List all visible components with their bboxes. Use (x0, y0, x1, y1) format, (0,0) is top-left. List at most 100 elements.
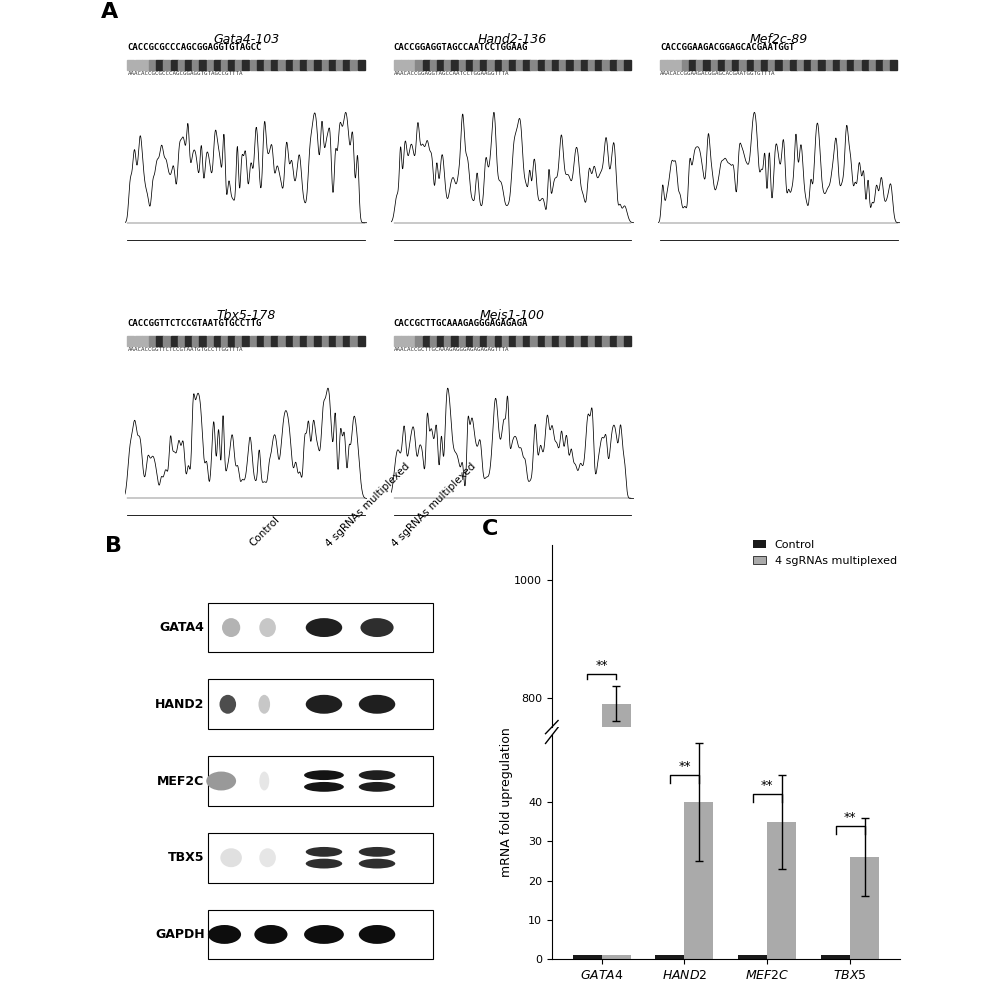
Bar (228, 60, 235, 70)
Bar (466, 336, 473, 346)
Bar (235, 60, 242, 70)
Text: **: ** (595, 659, 608, 672)
Bar (588, 336, 595, 346)
Bar (890, 60, 897, 70)
Bar (833, 60, 840, 70)
Bar (516, 60, 523, 70)
Bar (394, 336, 401, 346)
Ellipse shape (208, 925, 241, 944)
Bar (430, 336, 437, 346)
Text: Tbx5-178: Tbx5-178 (216, 309, 276, 321)
FancyBboxPatch shape (208, 833, 433, 882)
Bar (732, 60, 739, 70)
Bar (156, 336, 163, 346)
Bar (487, 60, 494, 70)
Text: **: ** (678, 760, 691, 772)
Bar (437, 60, 444, 70)
Bar (682, 60, 689, 70)
Bar (602, 703, 631, 989)
Ellipse shape (359, 847, 395, 856)
Bar (655, 955, 684, 959)
Bar (322, 336, 329, 346)
Bar (566, 60, 573, 70)
Bar (473, 336, 480, 346)
Bar (610, 336, 617, 346)
Bar (278, 336, 285, 346)
Bar (257, 60, 264, 70)
Bar (199, 336, 206, 346)
Bar (444, 336, 451, 346)
Bar (192, 60, 199, 70)
Ellipse shape (259, 771, 269, 790)
Bar (401, 336, 408, 346)
Bar (444, 60, 451, 70)
Bar (739, 60, 746, 70)
Bar (876, 60, 883, 70)
Ellipse shape (306, 695, 342, 714)
Bar (336, 336, 343, 346)
Bar (135, 336, 142, 346)
Bar (747, 60, 753, 70)
Bar (602, 955, 631, 959)
Bar (883, 60, 890, 70)
Bar (336, 60, 343, 70)
Bar (480, 60, 487, 70)
Bar (725, 60, 732, 70)
Text: **: ** (761, 779, 774, 792)
Bar (329, 336, 336, 346)
Bar (840, 60, 847, 70)
Bar (696, 60, 703, 70)
Ellipse shape (259, 618, 276, 637)
Bar (783, 60, 789, 70)
Bar (415, 336, 422, 346)
Text: TBX5: TBX5 (168, 852, 205, 864)
Text: **: ** (844, 811, 857, 824)
Bar (574, 60, 581, 70)
Bar (703, 60, 710, 70)
Bar (862, 60, 869, 70)
Bar (300, 60, 307, 70)
FancyBboxPatch shape (208, 679, 433, 729)
Bar (221, 60, 228, 70)
Legend: Control, 4 sgRNAs multiplexed: Control, 4 sgRNAs multiplexed (748, 536, 901, 570)
Bar (502, 60, 509, 70)
Text: GAPDH: GAPDH (155, 928, 205, 941)
Text: C: C (482, 519, 499, 539)
Bar (660, 60, 667, 70)
Bar (415, 60, 422, 70)
Bar (142, 336, 149, 346)
Bar (559, 336, 566, 346)
Bar (322, 60, 329, 70)
Bar (850, 857, 879, 959)
Text: CACCGCGCCCAGCGGAGGTGTAGCC: CACCGCGCCCAGCGGAGGTGTAGCC (127, 44, 262, 52)
Ellipse shape (304, 925, 344, 944)
Bar (574, 336, 581, 346)
Bar (423, 60, 430, 70)
Bar (711, 60, 718, 70)
Ellipse shape (306, 858, 342, 868)
Bar (250, 336, 257, 346)
Bar (675, 60, 682, 70)
Ellipse shape (306, 847, 342, 856)
Ellipse shape (359, 782, 395, 792)
Bar (552, 336, 559, 346)
Text: CACCGCTTGCAAAGAGGGAGAGAGA: CACCGCTTGCAAAGAGGGAGAGAGA (394, 319, 528, 328)
Bar (718, 60, 725, 70)
Ellipse shape (254, 925, 287, 944)
Bar (228, 336, 235, 346)
Text: A: A (101, 2, 118, 22)
Bar (581, 336, 588, 346)
Text: HAND2: HAND2 (155, 698, 205, 711)
Bar (343, 60, 350, 70)
FancyBboxPatch shape (208, 602, 433, 653)
Bar (768, 60, 775, 70)
Bar (523, 60, 530, 70)
Bar (495, 336, 501, 346)
Bar (350, 336, 357, 346)
Bar (207, 336, 213, 346)
Bar (459, 60, 466, 70)
Bar (430, 60, 437, 70)
Bar (350, 60, 357, 70)
Bar (451, 60, 458, 70)
Bar (545, 60, 552, 70)
